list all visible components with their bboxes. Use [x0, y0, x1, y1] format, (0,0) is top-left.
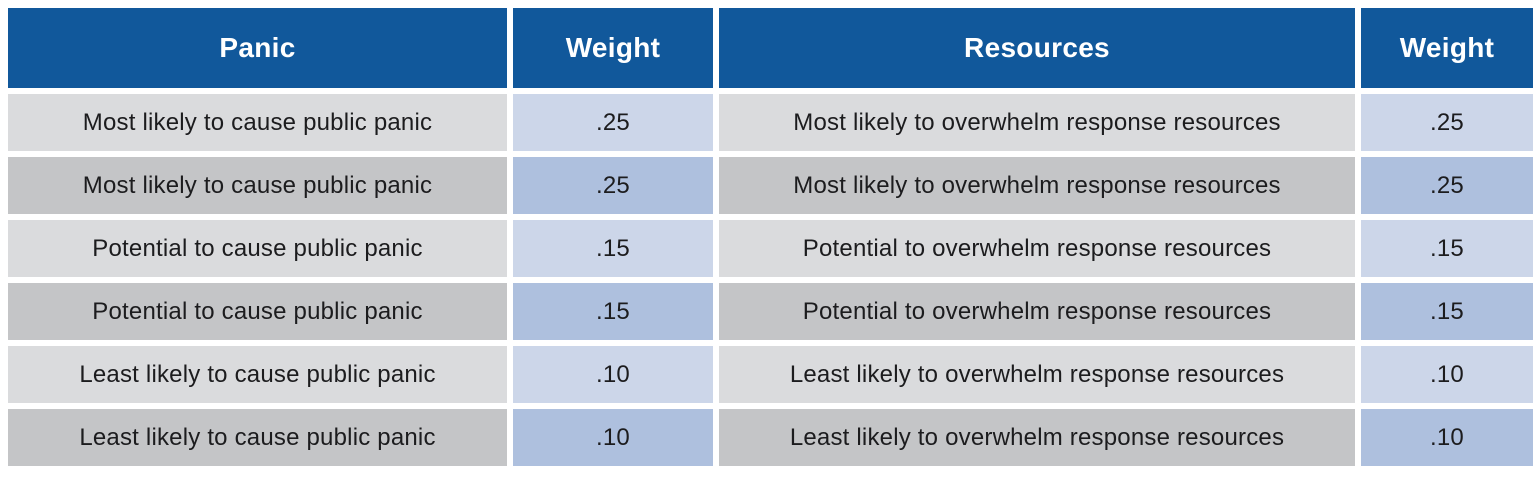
cell-resources-weight: .15 [1361, 220, 1533, 277]
cell-panic: Least likely to cause public panic [8, 346, 507, 403]
cell-panic-weight: .15 [513, 220, 713, 277]
cell-panic: Most likely to cause public panic [8, 157, 507, 214]
header-cell-panic: Panic [8, 8, 507, 88]
cell-resources-weight: .25 [1361, 94, 1533, 151]
cell-panic-weight: .25 [513, 94, 713, 151]
header-cell-resources: Resources [719, 8, 1355, 88]
header-cell-panic-weight: Weight [513, 8, 713, 88]
cell-resources: Least likely to overwhelm response resou… [719, 409, 1355, 466]
cell-panic: Potential to cause public panic [8, 283, 507, 340]
cell-resources: Least likely to overwhelm response resou… [719, 346, 1355, 403]
cell-panic: Potential to cause public panic [8, 220, 507, 277]
cell-panic-weight: .10 [513, 346, 713, 403]
weighting-criteria-table: Panic Weight Resources Weight Most likel… [8, 8, 1533, 466]
cell-resources: Potential to overwhelm response resource… [719, 220, 1355, 277]
header-cell-resources-weight: Weight [1361, 8, 1533, 88]
cell-resources-weight: .25 [1361, 157, 1533, 214]
cell-panic-weight: .15 [513, 283, 713, 340]
cell-resources-weight: .10 [1361, 409, 1533, 466]
cell-panic-weight: .25 [513, 157, 713, 214]
cell-panic-weight: .10 [513, 409, 713, 466]
cell-resources: Most likely to overwhelm response resour… [719, 157, 1355, 214]
cell-resources: Most likely to overwhelm response resour… [719, 94, 1355, 151]
cell-resources-weight: .15 [1361, 283, 1533, 340]
cell-panic: Least likely to cause public panic [8, 409, 507, 466]
cell-resources: Potential to overwhelm response resource… [719, 283, 1355, 340]
cell-panic: Most likely to cause public panic [8, 94, 507, 151]
cell-resources-weight: .10 [1361, 346, 1533, 403]
